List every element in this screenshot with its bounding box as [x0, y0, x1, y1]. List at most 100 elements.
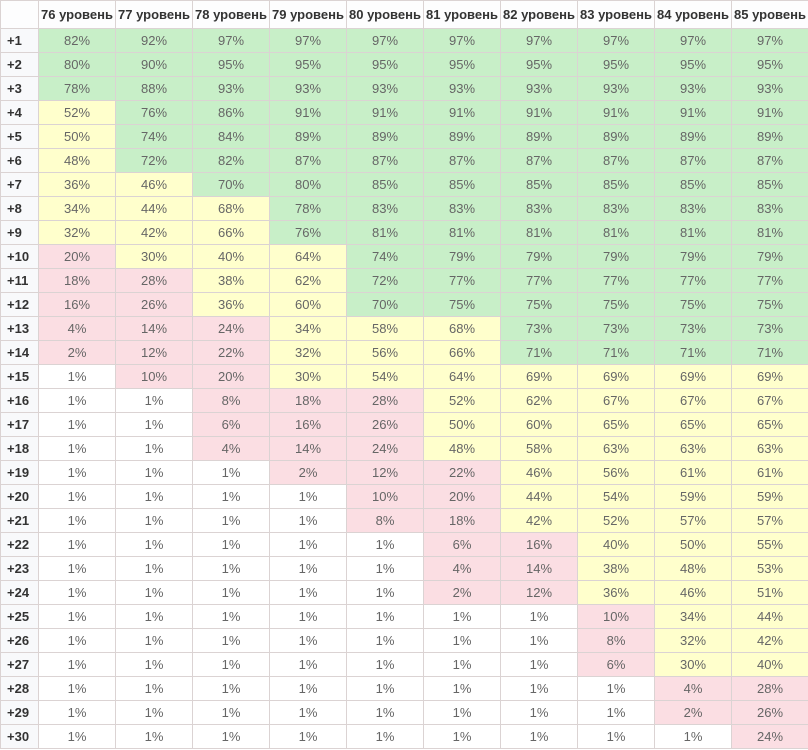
- row-label: +28: [0, 676, 39, 701]
- rate-cell: 1%: [115, 652, 193, 677]
- rate-cell: 16%: [500, 532, 578, 557]
- rate-cell: 1%: [38, 556, 116, 581]
- rate-cell: 2%: [38, 340, 116, 365]
- rate-cell: 12%: [346, 460, 424, 485]
- rate-cell: 1%: [115, 724, 193, 749]
- rate-cell: 30%: [115, 244, 193, 269]
- rate-cell: 84%: [192, 124, 270, 149]
- rate-cell: 1%: [38, 532, 116, 557]
- rate-cell: 76%: [269, 220, 347, 245]
- rate-cell: 69%: [731, 364, 808, 389]
- rate-cell: 66%: [423, 340, 501, 365]
- row-label: +24: [0, 580, 39, 605]
- rate-cell: 81%: [577, 220, 655, 245]
- rate-cell: 2%: [423, 580, 501, 605]
- rate-cell: 56%: [577, 460, 655, 485]
- column-header: 82 уровень: [500, 0, 578, 29]
- rate-cell: 8%: [346, 508, 424, 533]
- rate-cell: 64%: [269, 244, 347, 269]
- rate-cell: 32%: [654, 628, 732, 653]
- rate-cell: 1%: [192, 556, 270, 581]
- rate-cell: 97%: [577, 28, 655, 53]
- rate-cell: 57%: [654, 508, 732, 533]
- rate-cell: 58%: [346, 316, 424, 341]
- table-row: +18 1% 1% 4% 14% 24% 48% 58% 63% 63% 63%: [0, 436, 808, 461]
- rate-cell: 91%: [346, 100, 424, 125]
- column-header: 85 уровень: [731, 0, 808, 29]
- table-row: +20 1% 1% 1% 1% 10% 20% 44% 54% 59% 59%: [0, 484, 808, 509]
- rate-cell: 1%: [346, 532, 424, 557]
- row-label: +13: [0, 316, 39, 341]
- table-row: +25 1% 1% 1% 1% 1% 1% 1% 10% 34% 44%: [0, 604, 808, 629]
- rate-cell: 26%: [731, 700, 808, 725]
- rate-cell: 89%: [577, 124, 655, 149]
- rate-cell: 65%: [654, 412, 732, 437]
- rate-cell: 20%: [192, 364, 270, 389]
- rate-cell: 1%: [38, 700, 116, 725]
- rate-cell: 1%: [38, 388, 116, 413]
- rate-cell: 69%: [577, 364, 655, 389]
- rate-cell: 26%: [346, 412, 424, 437]
- rate-cell: 30%: [269, 364, 347, 389]
- rate-cell: 18%: [269, 388, 347, 413]
- rate-cell: 91%: [269, 100, 347, 125]
- rate-cell: 8%: [577, 628, 655, 653]
- table-row: +13 4% 14% 24% 34% 58% 68% 73% 73% 73% 73%: [0, 316, 808, 341]
- rate-cell: 83%: [423, 196, 501, 221]
- rate-cell: 1%: [269, 556, 347, 581]
- rate-cell: 81%: [500, 220, 578, 245]
- rate-cell: 63%: [731, 436, 808, 461]
- rate-cell: 95%: [731, 52, 808, 77]
- table-row: +2 80% 90% 95% 95% 95% 95% 95% 95% 95% 95%: [0, 52, 808, 77]
- rate-cell: 6%: [192, 412, 270, 437]
- rate-cell: 79%: [654, 244, 732, 269]
- row-label: +5: [0, 124, 39, 149]
- row-label: +3: [0, 76, 39, 101]
- rate-cell: 87%: [731, 148, 808, 173]
- rate-cell: 57%: [731, 508, 808, 533]
- rate-cell: 1%: [192, 700, 270, 725]
- rate-cell: 1%: [269, 604, 347, 629]
- rate-cell: 58%: [500, 436, 578, 461]
- rate-cell: 91%: [654, 100, 732, 125]
- rate-cell: 30%: [654, 652, 732, 677]
- rate-cell: 77%: [423, 268, 501, 293]
- rate-cell: 93%: [192, 76, 270, 101]
- rate-cell: 22%: [423, 460, 501, 485]
- rate-cell: 1%: [346, 676, 424, 701]
- table-row: +28 1% 1% 1% 1% 1% 1% 1% 1% 4% 28%: [0, 676, 808, 701]
- rate-cell: 71%: [500, 340, 578, 365]
- rate-cell: 82%: [38, 28, 116, 53]
- table-row: +26 1% 1% 1% 1% 1% 1% 1% 8% 32% 42%: [0, 628, 808, 653]
- rate-cell: 61%: [731, 460, 808, 485]
- rate-cell: 1%: [346, 652, 424, 677]
- rate-cell: 1%: [192, 724, 270, 749]
- rate-cell: 83%: [346, 196, 424, 221]
- rate-cell: 28%: [346, 388, 424, 413]
- rate-cell: 81%: [346, 220, 424, 245]
- rate-cell: 2%: [654, 700, 732, 725]
- row-label: +20: [0, 484, 39, 509]
- rate-cell: 18%: [423, 508, 501, 533]
- rate-cell: 40%: [192, 244, 270, 269]
- rate-cell: 68%: [192, 196, 270, 221]
- rate-cell: 89%: [500, 124, 578, 149]
- rate-cell: 63%: [577, 436, 655, 461]
- rate-cell: 95%: [423, 52, 501, 77]
- row-label: +26: [0, 628, 39, 653]
- rate-cell: 79%: [577, 244, 655, 269]
- rate-cell: 87%: [577, 148, 655, 173]
- rate-cell: 32%: [38, 220, 116, 245]
- rate-cell: 34%: [38, 196, 116, 221]
- rate-cell: 16%: [269, 412, 347, 437]
- rate-cell: 73%: [654, 316, 732, 341]
- rate-cell: 80%: [269, 172, 347, 197]
- table-row: +15 1% 10% 20% 30% 54% 64% 69% 69% 69% 69%: [0, 364, 808, 389]
- rate-cell: 1%: [500, 676, 578, 701]
- rate-cell: 24%: [192, 316, 270, 341]
- rate-cell: 1%: [38, 412, 116, 437]
- rate-cell: 95%: [500, 52, 578, 77]
- rate-cell: 1%: [38, 724, 116, 749]
- rate-cell: 1%: [38, 364, 116, 389]
